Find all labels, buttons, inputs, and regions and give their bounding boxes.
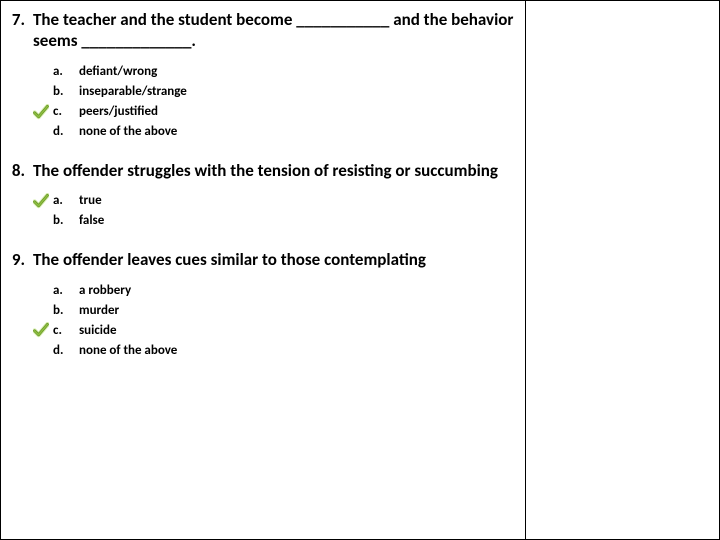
options-list: a. defiant/wrong b. inseparable/strange … — [7, 62, 519, 142]
option-text: inseparable/strange — [79, 84, 187, 99]
option-row: b. murder — [7, 300, 519, 320]
options-list: a. a robbery b. murder c. suicide d. non… — [7, 280, 519, 360]
option-text: true — [79, 193, 102, 208]
question-number: 7. — [7, 9, 33, 30]
option-row: b. false — [7, 211, 519, 231]
option-row: d. none of the above — [7, 122, 519, 142]
option-text: none of the above — [79, 124, 177, 139]
option-row: c. peers/justified — [7, 102, 519, 122]
option-letter: a. — [53, 283, 79, 298]
option-letter: b. — [53, 213, 79, 228]
question-stem: The offender struggles with the tension … — [33, 160, 502, 181]
question-number: 9. — [7, 249, 33, 270]
option-row: a. true — [7, 191, 519, 211]
check-cell — [7, 193, 53, 209]
option-letter: b. — [53, 84, 79, 99]
question-8: 8. The offender struggles with the tensi… — [7, 160, 519, 231]
option-row: a. defiant/wrong — [7, 62, 519, 82]
check-cell — [7, 104, 53, 120]
question-row: 8. The offender struggles with the tensi… — [7, 160, 519, 181]
option-letter: d. — [53, 124, 79, 139]
checkmark-icon — [33, 322, 49, 338]
option-text: defiant/wrong — [79, 64, 157, 79]
question-row: 7. The teacher and the student become __… — [7, 9, 519, 52]
sidebar-column — [526, 1, 719, 539]
content-column: 7. The teacher and the student become __… — [1, 1, 526, 539]
option-letter: d. — [53, 343, 79, 358]
checkmark-icon — [33, 193, 49, 209]
option-letter: b. — [53, 303, 79, 318]
question-number: 8. — [7, 160, 33, 181]
question-stem: The offender leaves cues similar to thos… — [33, 249, 430, 270]
option-text: false — [79, 213, 104, 228]
option-letter: a. — [53, 64, 79, 79]
option-text: suicide — [79, 323, 117, 338]
checkmark-icon — [33, 104, 49, 120]
options-list: a. true b. false — [7, 191, 519, 231]
option-text: peers/justified — [79, 104, 158, 119]
option-row: a. a robbery — [7, 280, 519, 300]
page: 7. The teacher and the student become __… — [0, 0, 720, 540]
option-letter: c. — [53, 104, 79, 119]
option-letter: c. — [53, 323, 79, 338]
option-row: b. inseparable/strange — [7, 82, 519, 102]
option-row: c. suicide — [7, 320, 519, 340]
question-9: 9. The offender leaves cues similar to t… — [7, 249, 519, 360]
question-7: 7. The teacher and the student become __… — [7, 9, 519, 142]
option-text: none of the above — [79, 343, 177, 358]
option-row: d. none of the above — [7, 340, 519, 360]
option-text: a robbery — [79, 283, 131, 298]
option-letter: a. — [53, 193, 79, 208]
question-row: 9. The offender leaves cues similar to t… — [7, 249, 519, 270]
option-text: murder — [79, 303, 119, 318]
check-cell — [7, 322, 53, 338]
question-stem: The teacher and the student become _____… — [33, 9, 519, 52]
